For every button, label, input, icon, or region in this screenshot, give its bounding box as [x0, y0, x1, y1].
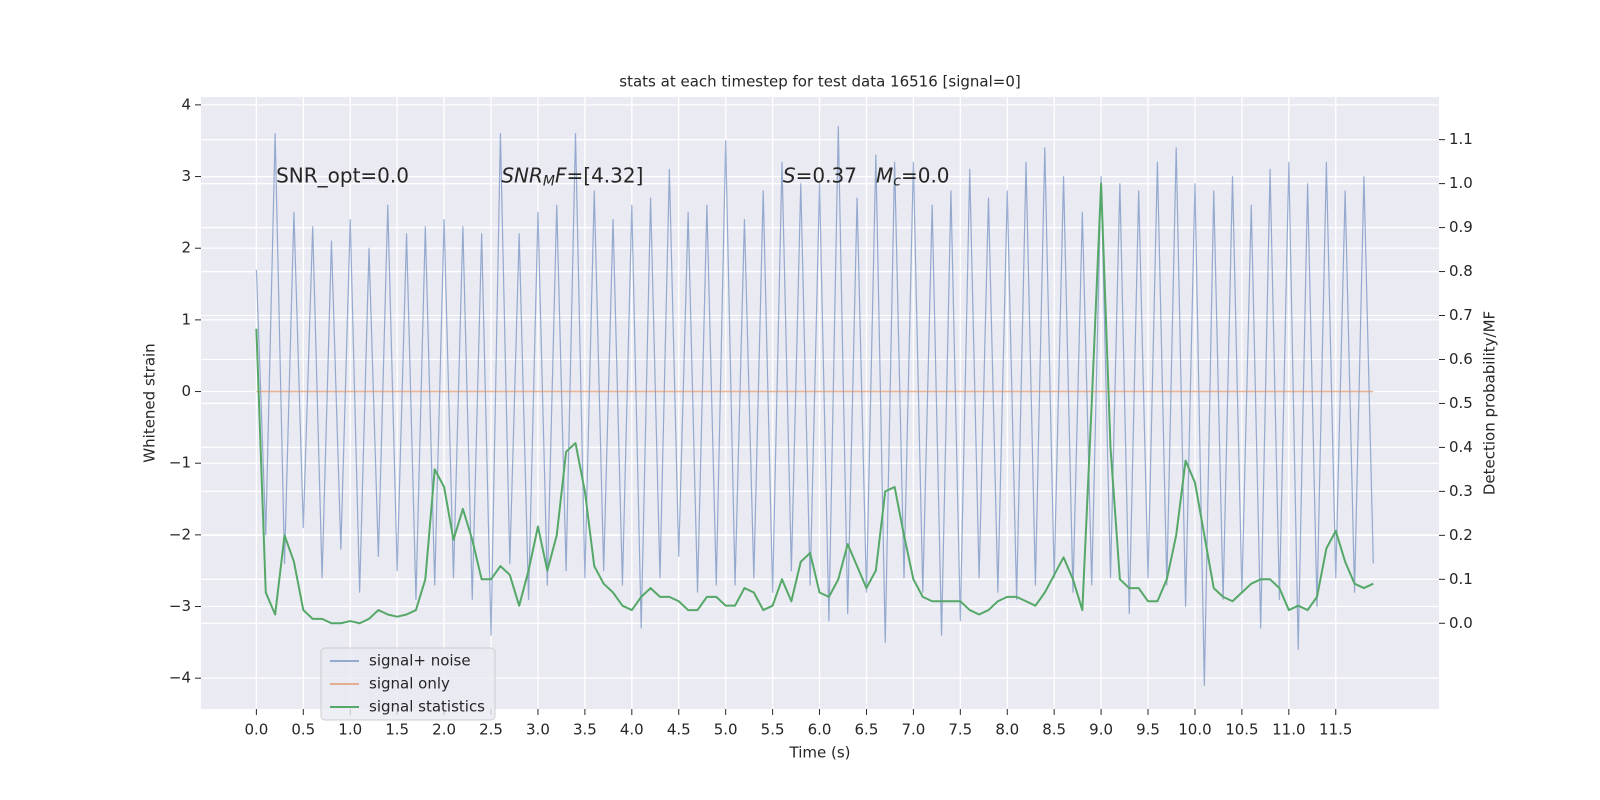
y2-tick-label: 0.4: [1449, 438, 1473, 456]
annotation-run: SNR_opt=0.0: [276, 163, 409, 187]
x-tick-label: 5.0: [714, 721, 738, 739]
y2-tick-label: 1.0: [1449, 174, 1473, 192]
x-tick-label: 11.5: [1319, 721, 1352, 739]
legend: signal+ noise signal only signal statistic…: [320, 647, 496, 721]
series-line: [255, 125, 1374, 686]
x-tick-label: 11.0: [1272, 721, 1305, 739]
y-tick-label: −4: [169, 669, 191, 687]
annotation: SNR_opt=0.0: [276, 163, 409, 187]
x-tick-label: 0.0: [244, 721, 268, 739]
legend-label: signal statistics: [369, 698, 485, 716]
x-tick-label: 8.0: [995, 721, 1019, 739]
x-axis-label: Time (s): [789, 744, 851, 762]
x-tick-label: 7.5: [948, 721, 972, 739]
annotation-run: M: [543, 174, 555, 190]
y-tick-label: −1: [169, 454, 191, 472]
y-tick-label: 0: [181, 382, 191, 400]
x-tick-label: 4.5: [667, 721, 691, 739]
y-axis-label: Whitened strain: [141, 343, 159, 462]
y2-tick-label: 1.1: [1449, 130, 1473, 148]
y2-tick-label: 0.5: [1449, 394, 1473, 412]
annotation: SNRMF=[4.32]: [501, 163, 643, 190]
annotation-run: =0.0: [901, 163, 950, 187]
y-tick-label: −3: [169, 597, 191, 615]
x-tick-label: 5.5: [761, 721, 785, 739]
x-tick-label: 10.0: [1178, 721, 1211, 739]
annotation-run: SNR: [501, 163, 543, 187]
legend-label: signal+ noise: [369, 652, 471, 670]
chart-title: stats at each timestep for test data 165…: [619, 73, 1020, 91]
y2-tick-label: 0.0: [1449, 614, 1473, 632]
x-tick-label: 2.0: [432, 721, 456, 739]
legend-label: signal only: [369, 675, 450, 693]
x-tick-label: 8.5: [1042, 721, 1066, 739]
x-tick-label: 10.5: [1225, 721, 1258, 739]
x-tick-label: 7.0: [901, 721, 925, 739]
annotation-run: F: [555, 163, 567, 187]
y2-tick-label: 0.7: [1449, 306, 1473, 324]
x-tick-label: 1.5: [385, 721, 409, 739]
plot-area: [201, 97, 1439, 709]
x-tick-label: 4.0: [620, 721, 644, 739]
annotation-run: M: [876, 163, 893, 187]
y2-tick-label: 0.2: [1449, 526, 1473, 544]
x-tick-label: 3.0: [526, 721, 550, 739]
y2-tick-label: 0.1: [1449, 570, 1473, 588]
annotation-run: c: [893, 174, 901, 190]
y-tick-label: 1: [181, 310, 191, 328]
y-tick-label: 2: [181, 239, 191, 257]
annotation-run: S: [783, 163, 796, 187]
annotation: S=0.37 Mc=0.0: [783, 163, 950, 190]
x-tick-label: 3.5: [573, 721, 597, 739]
x-tick-label: 6.5: [855, 721, 879, 739]
y2-tick-label: 0.9: [1449, 218, 1473, 236]
y2-tick-label: 0.8: [1449, 262, 1473, 280]
y2-tick-label: 0.3: [1449, 482, 1473, 500]
annotation-run: =0.37: [796, 163, 876, 187]
x-tick-label: 1.0: [338, 721, 362, 739]
y2-tick-label: 0.6: [1449, 350, 1473, 368]
annotation-run: =[4.32]: [567, 163, 644, 187]
y-tick-label: −2: [169, 525, 191, 543]
series-line: [255, 182, 1374, 625]
x-tick-label: 9.0: [1089, 721, 1113, 739]
y-tick-label: 3: [181, 167, 191, 185]
y2-axis-label: Detection probability/MF: [1481, 311, 1499, 495]
legend-box: [320, 647, 496, 721]
x-tick-label: 0.5: [291, 721, 315, 739]
x-tick-label: 2.5: [479, 721, 503, 739]
x-tick-label: 6.0: [808, 721, 832, 739]
y-tick-label: 4: [181, 95, 191, 113]
x-tick-label: 9.5: [1136, 721, 1160, 739]
